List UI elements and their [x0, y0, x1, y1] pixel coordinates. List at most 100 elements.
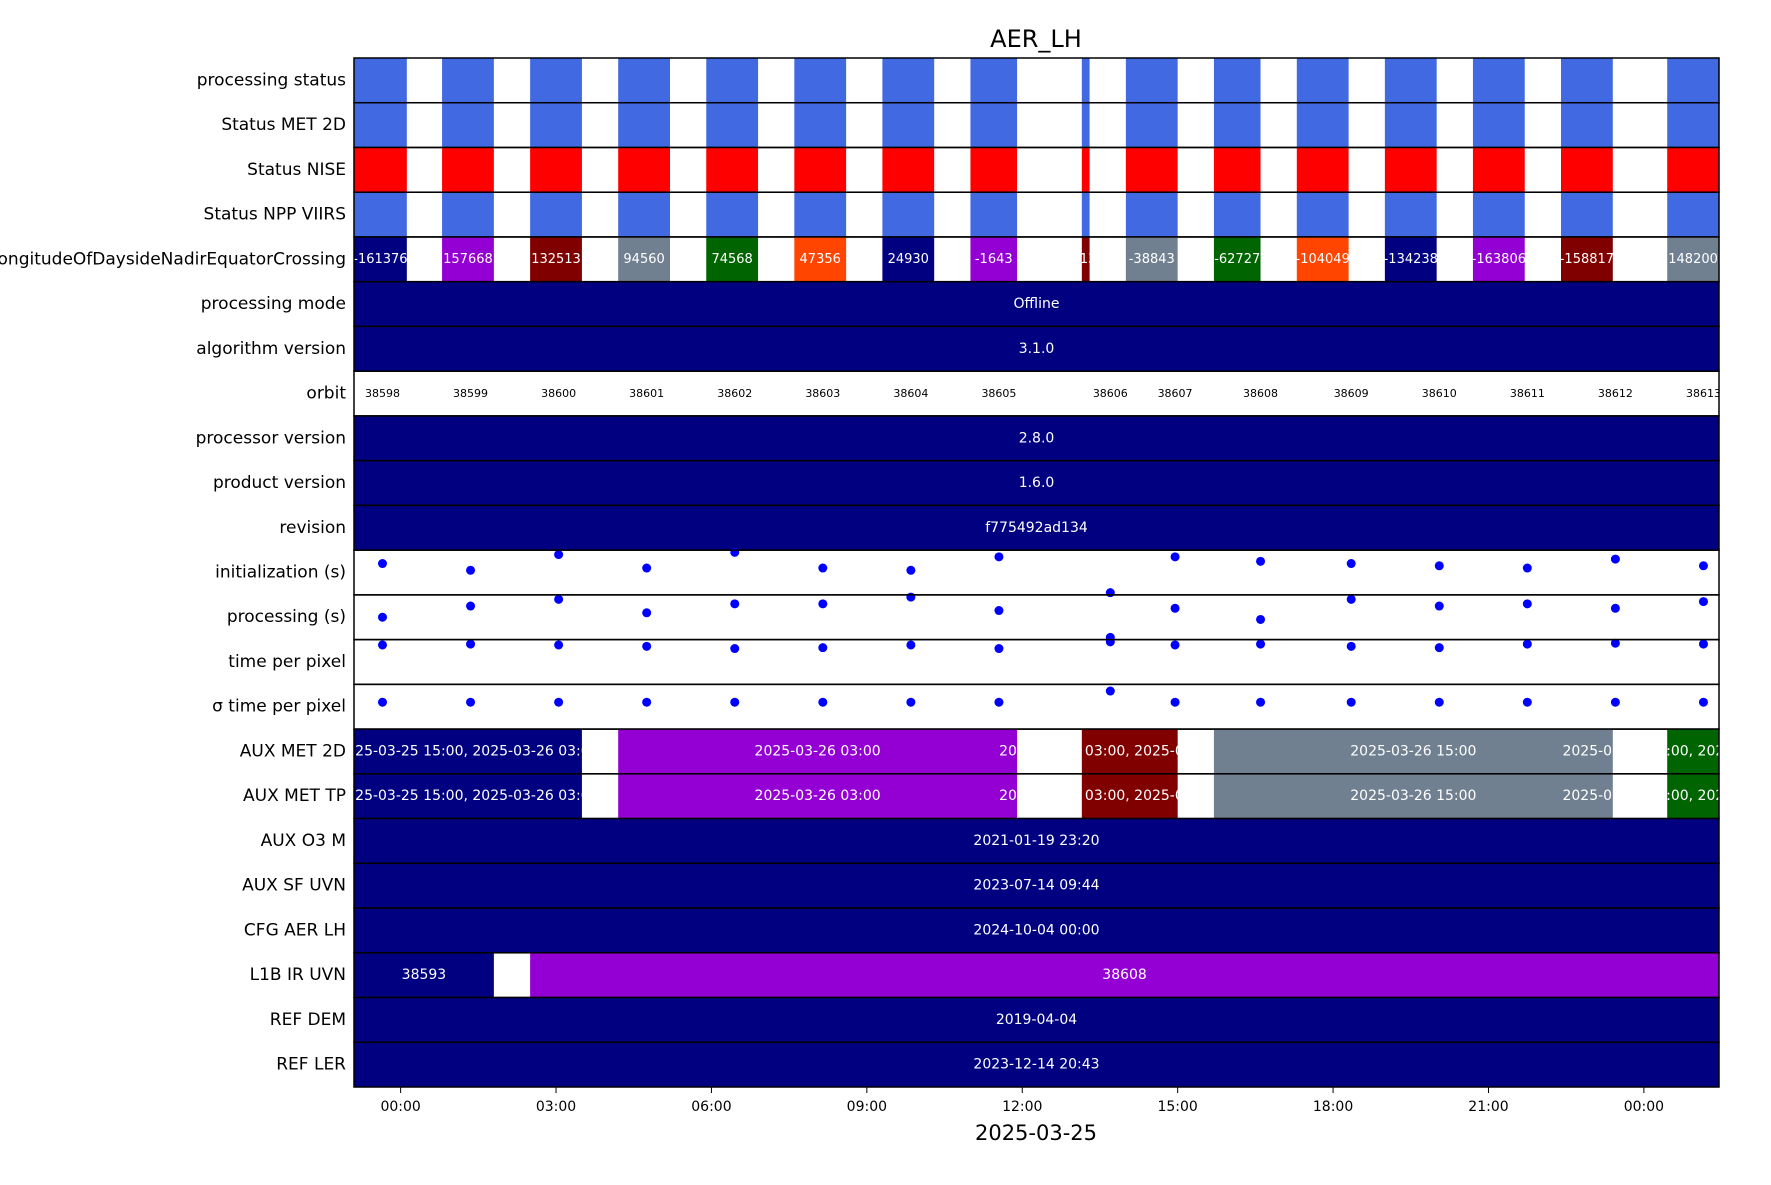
row-label: longitudeOfDaysideNadirEquatorCrossing [0, 249, 346, 269]
data-point [906, 640, 916, 650]
data-point [554, 697, 564, 707]
row-status-npp-viirs [354, 192, 1719, 237]
longitude-bar [794, 236, 847, 282]
row-label: Status NPP VIIRS [204, 205, 346, 225]
row-label: L1B IR UVN [250, 965, 346, 985]
row-longitudeofdaysidenadirequatorcrossing: -161376 157668 132513 94560 74568 47356 24930 -… [354, 236, 1719, 282]
orbit-number: 38606 [1093, 387, 1128, 400]
orbit-number: 38612 [1598, 387, 1633, 400]
row-processor-version: 2.8.0 [354, 415, 1719, 461]
status-bar [530, 102, 582, 148]
row-aux-met-2d: 2025-03-25 15:00, 2025-03-26 03:00 2025-0… [354, 729, 1719, 774]
row-label: processing mode [201, 294, 346, 314]
longitude-value: 24930 [888, 252, 929, 267]
constant-value: 3.1.0 [1019, 341, 1055, 357]
segment-bar [1213, 773, 1613, 819]
status-bar [442, 192, 494, 237]
status-bar [706, 192, 759, 237]
segment-label: 2025-03-26 15:00 [1350, 743, 1476, 759]
segment-label: 2025-03-26 03:00, 2025-03-26 15:00 [999, 743, 1260, 759]
longitude-value: 148200 [1668, 252, 1718, 267]
status-bar [1472, 147, 1525, 193]
status-bar [1081, 192, 1090, 237]
row-label: processing status [197, 70, 346, 90]
data-point [554, 640, 564, 650]
data-point [1434, 643, 1444, 653]
data-point [1610, 554, 1620, 564]
status-bar [970, 58, 1018, 103]
row-aux-sf-uvn: 2023-07-14 09:44 [354, 863, 1719, 909]
data-point [1698, 697, 1708, 707]
data-point [1522, 639, 1532, 649]
status-bar [706, 58, 759, 103]
data-point [1522, 697, 1532, 707]
row-processing-status [354, 58, 1719, 103]
x-tick-label: 12:00 [1002, 1099, 1042, 1115]
status-bar [1561, 192, 1613, 237]
row-label: orbit [306, 384, 346, 404]
status-bar [882, 192, 935, 237]
status-bar [1213, 102, 1261, 148]
longitude-bar [1081, 236, 1090, 282]
data-point [1698, 639, 1708, 649]
data-point [1522, 563, 1532, 573]
status-bar [354, 58, 407, 103]
status-bar [882, 147, 935, 193]
status-bar [794, 192, 847, 237]
longitude-bar [530, 236, 582, 282]
status-bar [1213, 147, 1261, 193]
status-bar [1081, 58, 1090, 103]
orbit-number: 38603 [805, 387, 840, 400]
data-point [1346, 697, 1356, 707]
segment-bar [530, 952, 1719, 998]
longitude-bar [1384, 236, 1437, 282]
segment-label: 38593 [402, 967, 447, 983]
status-bar [1667, 192, 1719, 237]
status-bar [794, 102, 847, 148]
status-bar [530, 192, 582, 237]
longitude-bar [1213, 236, 1261, 282]
segment-label: 2025-03-25 15:00, 2025-03-26 03:00 [337, 788, 598, 804]
status-bar [1384, 147, 1437, 193]
status-bar [1561, 147, 1613, 193]
row-label: AUX MET TP [243, 786, 346, 806]
longitude-bar [970, 236, 1018, 282]
row-label: AUX O3 M [261, 831, 346, 851]
data-point [642, 697, 652, 707]
status-bar [1384, 192, 1437, 237]
data-point [1346, 641, 1356, 651]
constant-value: 2019-04-04 [996, 1012, 1077, 1028]
row-orbit: 38598 38599 38600 38601 38602 38603 38604 38605… [365, 387, 1719, 400]
longitude-value: -104049 [1296, 252, 1350, 267]
status-bar [970, 192, 1018, 237]
longitude-value: 94560 [623, 252, 664, 267]
x-tick-label: 09:00 [847, 1099, 887, 1115]
data-point [1346, 559, 1356, 569]
status-bar [1296, 102, 1349, 148]
data-point [1610, 638, 1620, 648]
data-point [377, 697, 387, 707]
status-bar [1125, 147, 1178, 193]
status-bar [1561, 58, 1613, 103]
status-bar [970, 147, 1018, 193]
longitude-bar [1561, 236, 1613, 282]
status-bar [794, 147, 847, 193]
x-tick-label: 21:00 [1468, 1099, 1508, 1115]
status-bar [882, 102, 935, 148]
segment-bar [1081, 729, 1178, 774]
x-axis-label: 2025-03-25 [975, 1121, 1097, 1145]
status-bar [618, 147, 670, 193]
segment-bar [618, 773, 1018, 819]
row-label: initialization (s) [215, 563, 346, 583]
status-bar [1081, 147, 1090, 193]
constant-bar [354, 415, 1719, 461]
row-label: σ time per pixel [212, 697, 346, 717]
data-point [642, 641, 652, 651]
status-bar [1125, 102, 1178, 148]
data-point [1610, 697, 1620, 707]
data-point [1522, 599, 1532, 609]
data-point [1698, 597, 1708, 607]
data-point [818, 697, 828, 707]
constant-value: 1.6.0 [1019, 475, 1055, 491]
